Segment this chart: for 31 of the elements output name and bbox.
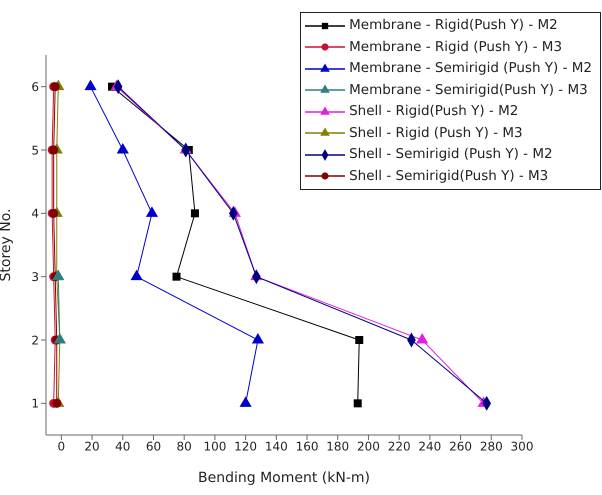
x-tick-label: 120 <box>234 440 258 454</box>
x-tick-label: 20 <box>84 440 100 454</box>
legend-label: Membrane - Rigid (Push Y) - M3 <box>349 38 562 56</box>
x-tick-label: 40 <box>115 440 130 454</box>
legend-label: Shell - Rigid(Push Y) - M2 <box>349 102 518 121</box>
legend-label: Shell - Semirigid (Push Y) - M2 <box>349 145 553 164</box>
x-tick-label: 240 <box>418 440 442 454</box>
legend-label: Shell - Semirigid(Push Y) - M3 <box>349 166 548 186</box>
x-tick-label: 180 <box>326 440 350 454</box>
y-tick-label: 1 <box>31 396 39 411</box>
x-tick-label: 260 <box>449 440 472 454</box>
x-tick-label: 140 <box>264 440 288 454</box>
y-tick-label: 4 <box>31 206 39 221</box>
x-axis-title: Bending Moment (kN-m) <box>198 470 370 486</box>
x-tick-label: 0 <box>58 440 66 454</box>
x-tick-label: 280 <box>480 440 503 454</box>
legend-label: Membrane - Semirigid (Push Y) - M2 <box>349 59 592 78</box>
x-tick-label: 200 <box>357 440 380 454</box>
y-tick-label: 2 <box>31 333 39 348</box>
x-tick-label: 160 <box>296 440 318 454</box>
y-tick-label: 3 <box>31 270 39 284</box>
legend-label: Membrane - Rigid(Push Y) - M2 <box>349 16 558 35</box>
x-tick-label: 80 <box>176 440 192 454</box>
y-tick-label: 5 <box>31 143 39 158</box>
legend-label: Membrane - Semirigid(Push Y) - M3 <box>349 80 588 100</box>
x-tick-label: 60 <box>146 440 162 454</box>
x-tick-label: 300 <box>510 440 534 454</box>
legend-label: Shell - Rigid (Push Y) - M3 <box>349 124 523 142</box>
x-tick-label: 220 <box>388 440 411 454</box>
x-tick-label: 100 <box>203 440 226 454</box>
y-tick-label: 6 <box>31 80 39 94</box>
